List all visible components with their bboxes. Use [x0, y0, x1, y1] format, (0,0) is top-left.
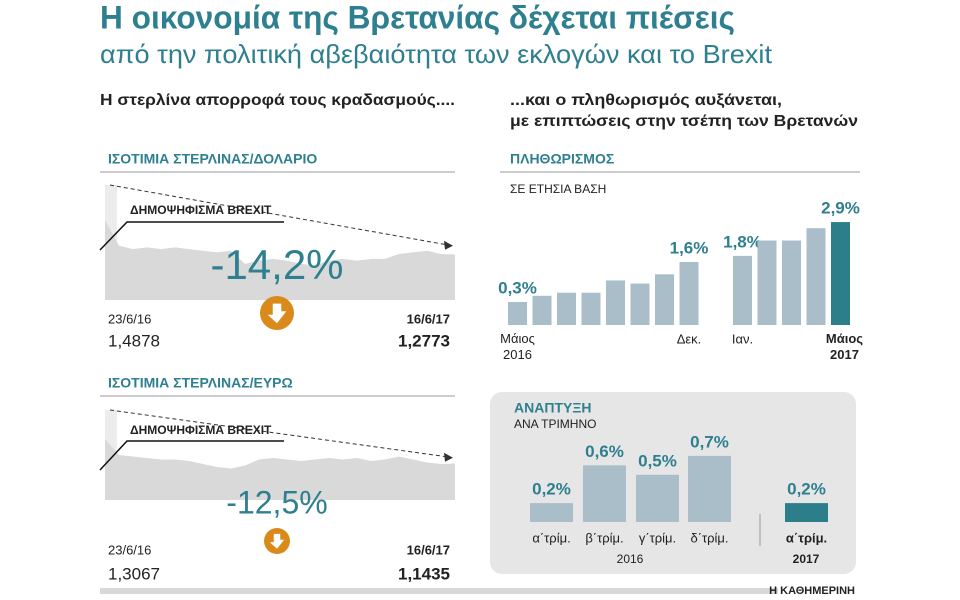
x-tick-label: α΄τρίμ. [532, 530, 570, 545]
chart-subtitle: ΣΕ ΕΤΗΣΙΑ ΒΑΣΗ [510, 182, 606, 196]
bar [688, 455, 731, 522]
value-label: 0,6% [585, 442, 624, 461]
value-label: 0,3% [498, 278, 537, 297]
x-tick-label: δ΄τρίμ. [690, 530, 728, 545]
bar [532, 295, 552, 325]
value-label: 0,7% [690, 432, 729, 451]
bar [733, 255, 752, 325]
x-tick-label: β΄τρίμ. [585, 530, 623, 545]
value-label: 0,2% [532, 480, 571, 499]
bar [679, 262, 699, 325]
x-tick-label: Μάιος 2016 [500, 331, 535, 362]
annotation: ΔΗΜΟΨΗΦΙΣΜΑ BREXIT [130, 423, 272, 437]
date-label: 16/6/17 [407, 542, 450, 557]
subtitle: από την πολιτική αβεβαιότητα των εκλογών… [100, 39, 773, 69]
chart-title: ΠΛΗΘΩΡΙΣΜΟΣ [510, 151, 614, 167]
bar [806, 228, 826, 325]
bar [757, 240, 777, 325]
bar [831, 222, 850, 325]
bar [606, 280, 625, 325]
date-label: 23/6/16 [108, 542, 151, 557]
section-heading: ...και ο πληθωρισμός αυξάνεται, [510, 92, 782, 109]
value-label: 1,4878 [108, 331, 160, 350]
date-label: 16/6/17 [407, 311, 450, 326]
annotation-line [99, 440, 284, 471]
arrow-head [444, 452, 453, 462]
bar [785, 503, 828, 522]
value-label: 0,5% [638, 451, 677, 470]
value-label: 1,6% [670, 238, 709, 257]
text-line: 2017 [830, 347, 859, 362]
value-label: 1,1435 [398, 564, 450, 583]
change-label: -14,2% [210, 241, 343, 288]
x-tick-label: Ιαν. [732, 331, 753, 346]
x-tick-label: γ΄τρίμ. [639, 530, 676, 545]
value-label: 0,2% [787, 480, 826, 499]
area [105, 438, 455, 500]
x-tick-label: α΄τρίμ. [786, 530, 827, 545]
area [105, 219, 455, 300]
arrow-head [444, 240, 453, 250]
section-heading: Η στερλίνα απορροφά τους κραδασμούς.... [100, 92, 455, 109]
change-arrow-glyph [267, 303, 287, 324]
bar [630, 283, 650, 325]
section-heading: με επιπτώσεις στην τσέπη των Βρετανών [510, 113, 858, 130]
title: Η οικονομία της Βρετανίας δέχεται πιέσει… [100, 0, 735, 35]
annotation-line [99, 221, 284, 251]
bar [583, 465, 626, 522]
x-tick-label: Μάιος 2017 [826, 331, 863, 362]
chart-title: ΑΝΑΠΤΥΞΗ [514, 400, 591, 416]
x-tick-label: Δεκ. [677, 331, 702, 346]
value-label: 1,2773 [398, 331, 450, 350]
bar [508, 301, 527, 325]
trend-arrow [109, 184, 448, 246]
group-label: 2016 [617, 552, 644, 566]
date-label: 23/6/16 [108, 311, 151, 326]
value-label: 1,3067 [108, 564, 160, 583]
bar [782, 240, 801, 325]
group-label: 2017 [793, 552, 820, 566]
text-line: Μάιος [826, 331, 863, 346]
bar [581, 292, 601, 325]
text-line: Μάιος [500, 331, 535, 346]
value-label: 1,8% [723, 232, 762, 251]
trend-arrow [109, 409, 448, 458]
bar [655, 274, 674, 325]
change-label: -12,5% [226, 484, 327, 520]
value-label: 2,9% [821, 199, 860, 218]
bar [557, 292, 576, 325]
annotation: ΔΗΜΟΨΗΦΙΣΜΑ BREXIT [130, 203, 272, 217]
chart-title: ΙΣΟΤΙΜΙΑ ΣΤΕΡΛΙΝΑΣ/ΔΟΛΑΡΙΟ [108, 151, 317, 167]
bar [636, 474, 679, 522]
chart-subtitle: ΑΝΑ ΤΡΙΜΗΝΟ [514, 417, 596, 431]
change-arrow-glyph [269, 533, 285, 549]
chart-title: ΙΣΟΤΙΜΙΑ ΣΤΕΡΛΙΝΑΣ/ΕΥΡΩ [108, 375, 293, 391]
text-line: 2016 [503, 347, 532, 362]
source: Η ΚΑΘΗΜΕΡΙΝΗ [769, 585, 855, 597]
bar [530, 503, 573, 522]
